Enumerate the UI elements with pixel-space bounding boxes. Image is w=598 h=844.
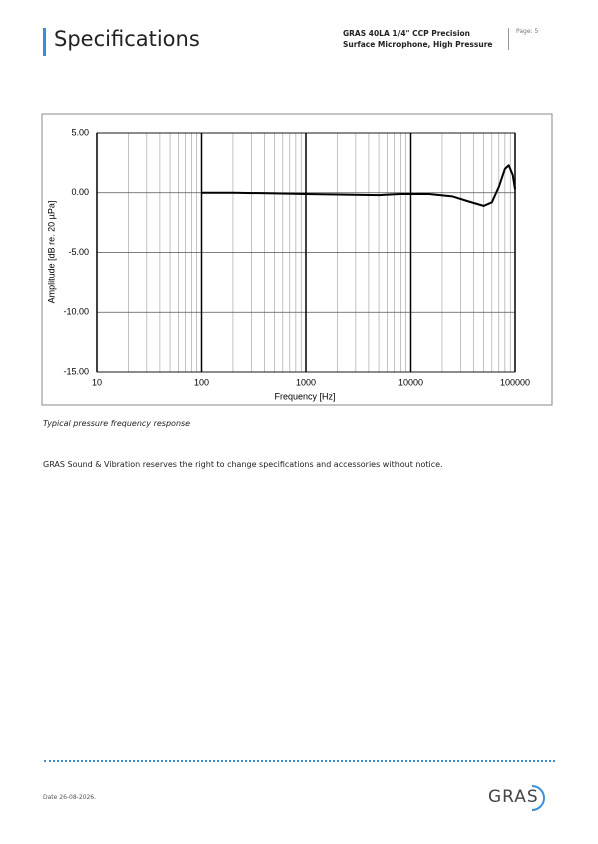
chart: Frequency [Hz] Amplitude [dB re. 20 µPa]…	[41, 113, 553, 406]
title-bar	[43, 28, 46, 56]
plot-area	[96, 132, 516, 373]
product-name: GRAS 40LA 1/4" CCP Precision Surface Mic…	[343, 29, 493, 49]
page-number: Page: 5	[516, 28, 539, 35]
x-tick-label: 10	[92, 377, 102, 387]
footer-date: Date 26-08-2026.	[43, 794, 97, 801]
divider	[508, 28, 509, 50]
footer-rule	[44, 760, 555, 762]
y-tick-label: -5.00	[68, 247, 89, 257]
logo: GRAS	[488, 787, 539, 807]
logo-arc	[531, 785, 545, 811]
y-axis-title: Amplitude [dB re. 20 µPa]	[46, 201, 56, 304]
x-tick-label: 10000	[398, 377, 423, 387]
x-axis-title: Frequency [Hz]	[274, 391, 335, 401]
chart-frame	[41, 113, 553, 406]
notice: GRAS Sound & Vibration reserves the righ…	[43, 460, 443, 469]
x-tick-label: 1000	[296, 377, 316, 387]
y-tick-label: 0.00	[71, 187, 89, 197]
x-tick-label: 100000	[500, 377, 530, 387]
y-tick-label: -15.00	[63, 366, 89, 376]
caption: Typical pressure frequency response	[43, 419, 191, 428]
page-title: Specifications	[54, 27, 200, 51]
y-tick-label: 5.00	[71, 127, 89, 137]
response-curve	[201, 164, 516, 207]
x-tick-label: 100	[194, 377, 209, 387]
y-tick-label: -10.00	[63, 307, 89, 317]
